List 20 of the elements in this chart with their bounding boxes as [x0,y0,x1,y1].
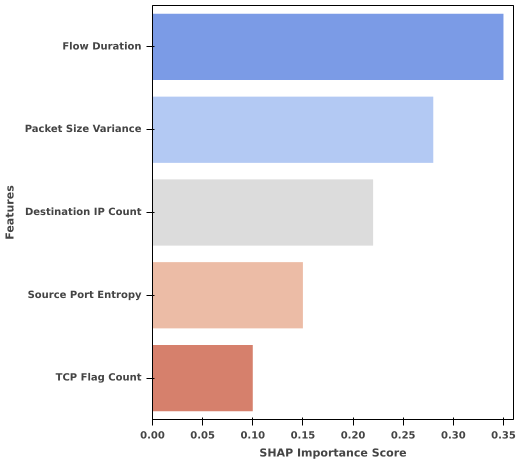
x-tick-label: 0.25 [390,430,416,442]
x-tick-label: 0.10 [240,430,266,442]
bar [152,344,253,412]
x-tick-label: 0.30 [440,430,466,442]
y-tick-label: Destination IP Count [24,207,142,218]
x-axis-title: SHAP Importance Score [259,446,407,460]
x-tick-label: 0.15 [290,430,316,442]
x-tick-label: 0.35 [491,430,516,442]
y-tick-label: Packet Size Variance [24,124,142,136]
y-tick-label: Source Port Entropy [28,290,142,301]
bar [152,179,374,246]
y-tick-label: Flow Duration [62,41,142,52]
bar [152,96,434,163]
y-tick-label: TCP Flag Count [56,372,142,384]
x-tick-label: 0.00 [140,430,165,442]
x-tick-label: 0.20 [340,430,366,442]
x-tick-label: 0.05 [190,430,216,442]
bar [152,14,504,80]
bar [152,262,303,328]
y-axis-title: Features [4,184,17,240]
